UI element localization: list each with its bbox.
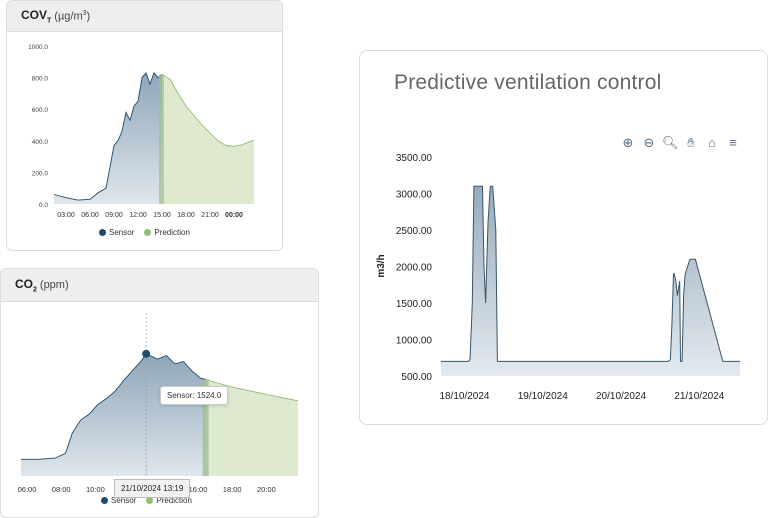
x-tick-label: 00:00	[225, 212, 243, 219]
ventilation-chart[interactable]: 500.00 1000.00 1500.00 2000.00 2500.00 3000.0…	[360, 51, 768, 425]
sensor-area	[54, 72, 162, 205]
x-tick-label: 12:00	[129, 212, 147, 219]
co2-unit: (ppm)	[39, 279, 69, 291]
zoom-out-icon[interactable]: ⊖	[643, 135, 655, 150]
cov-card-header: COVT (µg/m3)	[7, 1, 282, 32]
tooltip-label: Sensor:	[167, 391, 195, 400]
zoom-select-icon[interactable]: 🔍︎	[662, 135, 679, 150]
cov-title: COVT	[21, 7, 52, 25]
x-tick-label: 06:00	[18, 485, 37, 494]
co2-card-header: CO2 (ppm)	[1, 269, 318, 302]
x-tick-label: 20/10/2024	[596, 391, 646, 402]
co2-legend: Sensor Prediction	[101, 496, 192, 505]
legend-prediction[interactable]: Prediction	[146, 496, 192, 505]
y-tick-label: 0.0	[39, 202, 48, 209]
x-tick-label: 18:00	[177, 212, 195, 219]
zoom-in-icon[interactable]: ⊕	[622, 135, 634, 150]
ventilation-title: Predictive ventilation control	[394, 71, 662, 94]
y-tick-label: 400.0	[32, 139, 49, 146]
y-tick-label: 600.0	[32, 107, 49, 114]
ventilation-chart-card: Predictive ventilation control ⊕ ⊖ 🔍︎ ✋︎…	[359, 50, 768, 425]
y-tick-label: 1000.0	[28, 44, 48, 51]
sensor-line	[21, 353, 206, 460]
pan-hand-icon[interactable]: ✋︎	[687, 135, 695, 150]
legend-prediction-label: Prediction	[156, 496, 192, 505]
cov-chart[interactable]: 0.0 200.0 400.0 600.0 800.0 1000.0 03:00 06:00 0…	[7, 1, 283, 251]
home-icon[interactable]: ⌂	[708, 135, 716, 150]
crosshair-time-label: 21/10/2024 13:19	[114, 479, 191, 498]
tooltip-value: 1524.0	[196, 391, 222, 400]
prediction-line	[205, 378, 299, 402]
legend-sensor[interactable]: Sensor	[101, 496, 136, 505]
y-tick-label: 200.0	[32, 170, 49, 177]
x-tick-label: 21:00	[201, 212, 219, 219]
x-tick-label: 18:00	[223, 485, 242, 494]
x-tick-label: 10:00	[86, 485, 105, 494]
x-tick-label: 20:00	[257, 485, 276, 494]
menu-icon[interactable]: ≡	[729, 135, 737, 150]
prediction-line	[161, 74, 255, 147]
legend-prediction[interactable]: Prediction	[144, 228, 190, 237]
y-axis-label: m3/h	[376, 254, 387, 277]
legend-sensor-dot	[99, 229, 106, 236]
y-tick-label: 3000.00	[396, 190, 433, 201]
legend-sensor-label: Sensor	[111, 496, 137, 505]
cov-chart-card: COVT (µg/m3) 0.0 200.0 400.0 600.0 800.0 1000…	[6, 0, 283, 251]
ventilation-line	[441, 185, 740, 362]
y-tick-label: 2500.00	[396, 226, 433, 237]
y-tick-label: 1000.00	[396, 336, 433, 347]
x-tick-label: 09:00	[105, 212, 123, 219]
sensor-area	[21, 353, 206, 476]
x-tick-label: 18/10/2024	[439, 391, 489, 402]
now-marker	[159, 74, 164, 204]
ventilation-area	[441, 186, 740, 376]
sensor-tooltip: Sensor: 1524.0	[160, 386, 229, 405]
x-tick-label: 03:00	[57, 212, 75, 219]
hover-point	[142, 349, 151, 358]
x-tick-label: 08:00	[52, 485, 71, 494]
now-marker	[202, 379, 209, 476]
legend-prediction-label: Prediction	[154, 228, 190, 237]
legend-sensor-dot	[101, 497, 108, 504]
x-tick-label: 16:00	[189, 485, 208, 494]
x-tick-label: 19/10/2024	[518, 391, 568, 402]
y-tick-label: 3500.00	[396, 153, 433, 164]
chart-toolbar: ⊕ ⊖ 🔍︎ ✋︎ ⌂ ≡	[620, 135, 741, 151]
prediction-area	[162, 74, 254, 205]
crosshair-time-text: 21/10/2024 13:19	[121, 484, 184, 493]
cov-unit: (µg/m3)	[54, 9, 91, 23]
co2-title: CO2	[15, 276, 37, 294]
sensor-line	[53, 72, 163, 201]
co2-chart-card: CO2 (ppm) 06:0008:0010:0012:0014:0016:00…	[0, 268, 319, 518]
legend-prediction-dot	[146, 497, 154, 504]
legend-sensor-label: Sensor	[109, 228, 135, 237]
prediction-area	[205, 379, 298, 476]
legend-sensor[interactable]: Sensor	[99, 228, 134, 237]
x-tick-label: 15:00	[153, 212, 171, 219]
x-tick-label: 06:00	[81, 212, 99, 219]
cov-legend: Sensor Prediction	[99, 228, 190, 237]
y-tick-label: 2000.00	[396, 263, 433, 274]
y-tick-label: 1500.00	[396, 299, 433, 310]
legend-prediction-dot	[144, 229, 152, 236]
y-tick-label: 500.00	[401, 372, 432, 383]
x-tick-label: 21/10/2024	[674, 391, 724, 402]
y-tick-label: 800.0	[32, 76, 49, 83]
